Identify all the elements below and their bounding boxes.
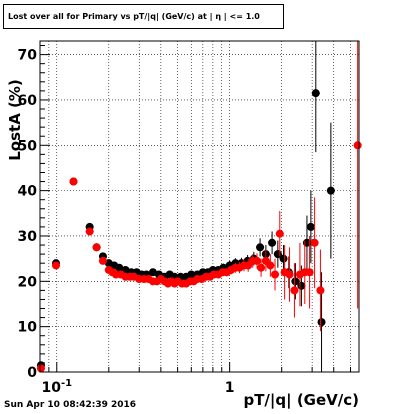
y-tick-label: 60 bbox=[18, 93, 38, 109]
timestamp: Sun Apr 10 08:42:39 2016 bbox=[4, 400, 137, 410]
y-tick-label: 10 bbox=[18, 320, 38, 336]
x-tick-label: 10-1 bbox=[41, 378, 72, 396]
chart-title: Lost over all for Primary vs pT/|q| (GeV… bbox=[8, 12, 260, 21]
series-layer bbox=[36, 41, 362, 373]
plot-frame bbox=[39, 40, 360, 373]
data-point bbox=[98, 256, 107, 265]
y-tick-label: 70 bbox=[18, 48, 38, 64]
data-point bbox=[256, 243, 265, 252]
data-point bbox=[36, 364, 45, 373]
y-tick-label: 30 bbox=[18, 229, 38, 245]
data-point bbox=[187, 270, 196, 279]
data-point bbox=[275, 229, 284, 238]
y-tick-label: 50 bbox=[18, 138, 38, 154]
data-point bbox=[326, 186, 335, 195]
data-point bbox=[310, 238, 319, 247]
series-1 bbox=[36, 41, 362, 373]
data-point bbox=[317, 318, 326, 327]
series-0 bbox=[36, 41, 335, 372]
x-tick-label-exponent: -1 bbox=[61, 378, 72, 389]
data-point bbox=[271, 270, 280, 279]
data-point bbox=[311, 89, 320, 98]
data-point bbox=[290, 286, 299, 295]
data-point bbox=[306, 222, 315, 231]
data-point bbox=[266, 261, 275, 270]
data-point bbox=[297, 281, 306, 290]
data-point bbox=[316, 286, 325, 295]
data-point bbox=[69, 177, 78, 186]
data-point bbox=[85, 227, 94, 236]
chart-title-box: Lost over all for Primary vs pT/|q| (GeV… bbox=[3, 4, 284, 29]
y-tick-label: 0 bbox=[27, 365, 37, 381]
x-tick-label: 1 bbox=[225, 380, 235, 396]
x-axis-title: pT/|q| (GeV/c) bbox=[243, 391, 359, 410]
x-tick-label-base: 1 bbox=[225, 380, 235, 396]
y-tick-label: 20 bbox=[18, 274, 38, 290]
y-axis-title: LostA (%) bbox=[6, 79, 24, 161]
data-point bbox=[52, 261, 61, 270]
data-point bbox=[268, 238, 277, 247]
x-tick-label-base: 10 bbox=[41, 380, 61, 396]
data-point bbox=[291, 277, 300, 286]
data-point bbox=[253, 256, 262, 265]
data-point bbox=[285, 270, 294, 279]
data-point bbox=[148, 268, 157, 277]
tick-layer bbox=[39, 45, 351, 373]
data-point bbox=[115, 263, 124, 272]
data-point bbox=[92, 243, 101, 252]
data-point bbox=[257, 263, 266, 272]
data-point bbox=[353, 141, 362, 150]
y-tick-label: 40 bbox=[18, 184, 38, 200]
data-point bbox=[305, 268, 314, 277]
data-point bbox=[279, 254, 288, 263]
